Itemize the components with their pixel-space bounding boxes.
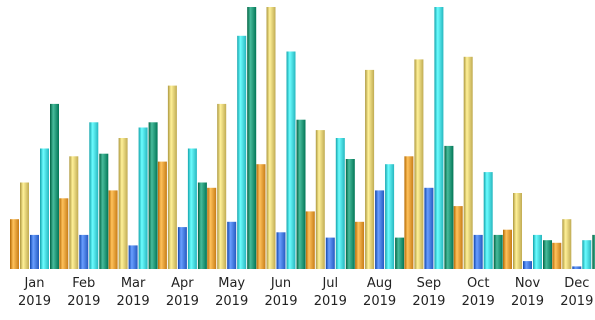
x-tick-month: Aug <box>367 276 392 291</box>
x-tick-month: Apr <box>171 276 194 291</box>
bar-jul-series-2 <box>315 130 325 269</box>
x-tick-label-dec: Dec 2019 <box>560 276 593 309</box>
bar-dec-series-3 <box>572 266 582 269</box>
bar-sep-series-5 <box>444 145 454 269</box>
x-tick-year: 2019 <box>18 294 51 309</box>
bar-jan-series-1 <box>10 219 19 269</box>
bar-nov-series-3 <box>523 261 532 269</box>
x-tick-label-sep: Sep 2019 <box>412 276 445 309</box>
bar-jun-series-4 <box>286 51 296 269</box>
x-tick-year: 2019 <box>117 294 150 309</box>
bar-aug-series-1 <box>355 221 365 269</box>
bar-oct-series-2 <box>463 56 473 269</box>
x-tick-year: 2019 <box>511 294 544 309</box>
x-tick-label-aug: Aug 2019 <box>363 276 396 309</box>
bar-jun-series-1 <box>256 164 266 269</box>
bar-apr-series-1 <box>157 161 167 269</box>
bar-oct-series-5 <box>493 234 503 269</box>
x-tick-label-feb: Feb 2019 <box>67 276 100 309</box>
bar-sep-series-2 <box>414 59 424 270</box>
bar-mar-series-2 <box>118 138 128 269</box>
x-tick-label-jun: Jun 2019 <box>264 276 297 309</box>
bar-may-series-2 <box>217 103 227 270</box>
bar-may-series-5 <box>247 7 257 269</box>
bar-jun-series-5 <box>296 119 306 269</box>
x-tick-month: Jan <box>23 276 44 291</box>
bar-oct-series-3 <box>473 234 483 269</box>
x-axis-labels: Jan 2019 Feb 2019 Mar 2019 Apr 2019 May 2019 Jun 20… <box>18 276 593 309</box>
x-tick-month: Jul <box>321 276 338 291</box>
bar-dec-series-1 <box>552 242 562 269</box>
bar-feb-series-4 <box>89 122 99 269</box>
x-tick-year: 2019 <box>314 294 347 309</box>
x-tick-label-mar: Mar 2019 <box>117 276 150 309</box>
bar-mar-series-1 <box>108 190 118 269</box>
bar-apr-series-5 <box>197 182 207 269</box>
bar-nov-series-1 <box>503 229 512 269</box>
bar-jan-series-5 <box>50 103 59 270</box>
bar-jan-series-3 <box>30 234 39 269</box>
bar-oct-series-1 <box>453 206 463 269</box>
x-tick-year: 2019 <box>363 294 396 309</box>
bar-apr-series-2 <box>167 85 177 269</box>
bar-feb-series-2 <box>69 156 79 269</box>
bar-sep-series-4 <box>434 7 444 269</box>
x-tick-month: May <box>218 276 245 291</box>
bar-aug-series-2 <box>365 69 375 270</box>
bar-dec-series-4 <box>582 240 592 269</box>
x-tick-year: 2019 <box>67 294 100 309</box>
bars-layer <box>10 7 595 270</box>
bar-jul-series-1 <box>305 211 315 269</box>
bar-mar-series-4 <box>138 127 148 269</box>
x-tick-year: 2019 <box>560 294 593 309</box>
bar-feb-series-3 <box>79 234 89 269</box>
bar-sep-series-3 <box>424 187 434 269</box>
x-tick-month: Feb <box>72 276 95 291</box>
x-tick-year: 2019 <box>264 294 297 309</box>
x-tick-year: 2019 <box>215 294 248 309</box>
x-tick-month: Sep <box>417 276 442 291</box>
bar-may-series-4 <box>237 35 247 269</box>
bar-apr-series-3 <box>177 227 187 269</box>
bar-sep-series-1 <box>404 156 414 269</box>
bar-jun-series-3 <box>276 232 286 269</box>
bar-mar-series-3 <box>128 245 138 269</box>
bar-feb-series-5 <box>99 153 109 269</box>
bar-may-series-3 <box>227 221 237 269</box>
x-tick-month: Oct <box>467 276 489 291</box>
bar-jan-series-2 <box>20 182 29 269</box>
bar-nov-series-2 <box>513 193 522 269</box>
x-tick-label-jul: Jul 2019 <box>314 276 347 309</box>
bar-oct-series-4 <box>483 172 493 269</box>
bar-jul-series-5 <box>345 159 355 269</box>
x-tick-month: Mar <box>121 276 146 291</box>
x-tick-label-oct: Oct 2019 <box>462 276 495 309</box>
bar-nov-series-5 <box>543 240 552 269</box>
bar-apr-series-4 <box>187 148 197 269</box>
bar-mar-series-5 <box>148 122 158 269</box>
x-tick-label-apr: Apr 2019 <box>166 276 199 309</box>
bar-dec-series-2 <box>562 219 572 269</box>
x-tick-month: Jun <box>270 276 291 291</box>
bar-may-series-1 <box>207 187 217 269</box>
bar-aug-series-4 <box>385 164 395 269</box>
x-tick-label-jan: Jan 2019 <box>18 276 51 309</box>
bar-nov-series-4 <box>533 234 542 269</box>
x-tick-year: 2019 <box>462 294 495 309</box>
x-tick-label-may: May 2019 <box>215 276 248 309</box>
bar-feb-series-1 <box>59 198 69 269</box>
bar-jul-series-4 <box>335 138 345 269</box>
bar-aug-series-5 <box>395 237 405 269</box>
x-tick-month: Dec <box>564 276 589 291</box>
x-tick-month: Nov <box>515 276 541 291</box>
bar-jul-series-3 <box>325 237 335 269</box>
bar-jan-series-4 <box>40 148 49 269</box>
x-tick-year: 2019 <box>166 294 199 309</box>
bar-jun-series-2 <box>266 7 276 269</box>
x-tick-label-nov: Nov 2019 <box>511 276 544 309</box>
bar-aug-series-3 <box>375 190 385 269</box>
bar-dec-series-5 <box>592 234 595 269</box>
x-tick-year: 2019 <box>412 294 445 309</box>
